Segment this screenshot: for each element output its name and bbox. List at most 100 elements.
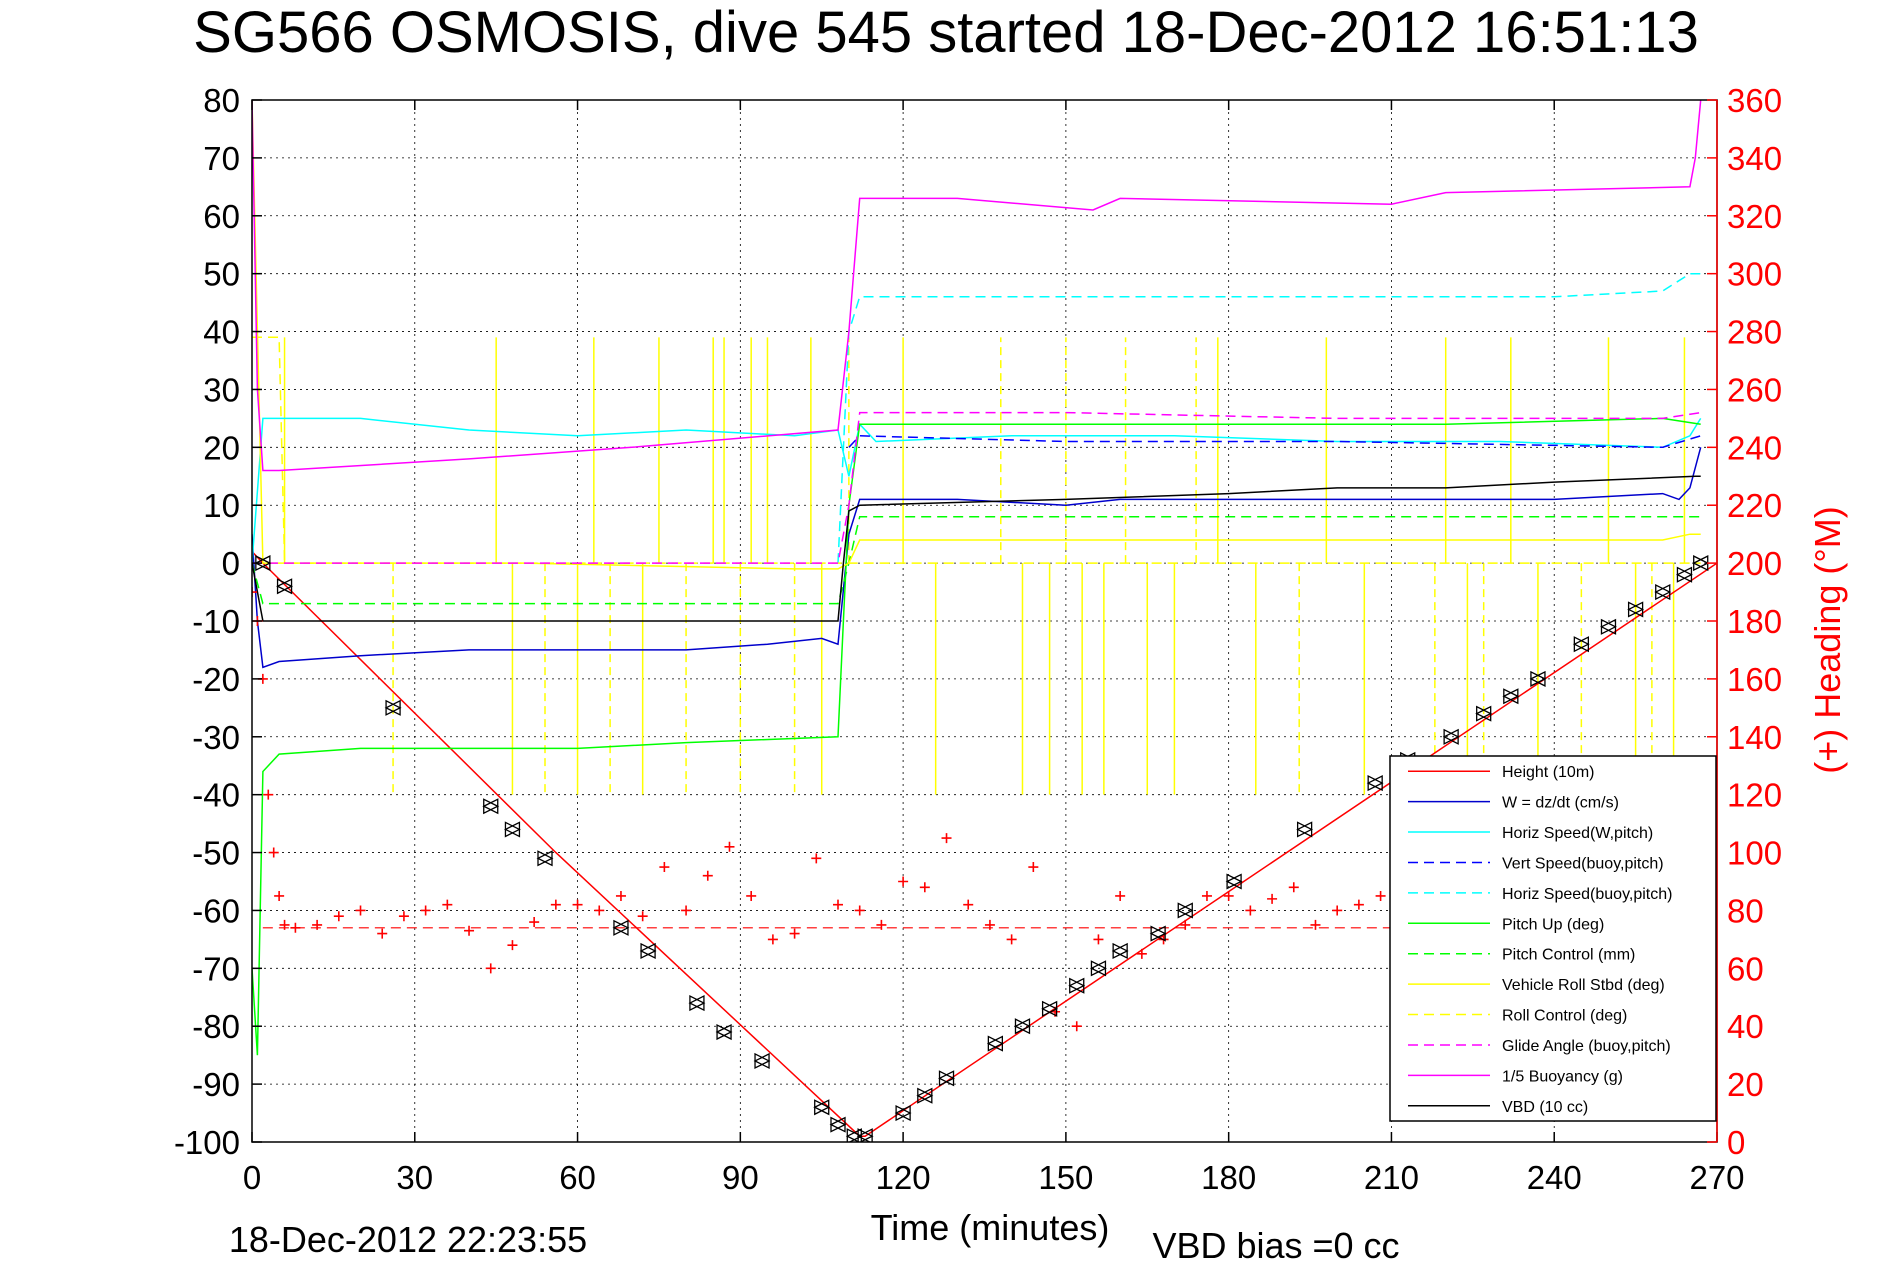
height-marker bbox=[1627, 601, 1645, 618]
series-line-3 bbox=[848, 435, 1701, 449]
heading-point bbox=[1375, 890, 1386, 901]
height-marker bbox=[814, 1099, 831, 1116]
height-marker bbox=[1177, 902, 1194, 919]
height-marker bbox=[1693, 555, 1710, 572]
heading-point bbox=[1267, 893, 1278, 904]
heading-point bbox=[724, 841, 735, 852]
heading-point bbox=[377, 928, 388, 939]
heading-point bbox=[941, 833, 952, 844]
height-marker bbox=[753, 1052, 770, 1070]
height-marker bbox=[1176, 902, 1193, 919]
x-tick-label: 240 bbox=[1527, 1159, 1582, 1196]
height-marker bbox=[813, 1099, 830, 1116]
heading-point bbox=[1115, 890, 1126, 901]
heading-point bbox=[1288, 882, 1299, 893]
height-marker bbox=[613, 919, 630, 936]
height-marker bbox=[385, 699, 402, 716]
height-marker bbox=[1226, 873, 1243, 890]
y-tick-label: -20 bbox=[192, 661, 240, 698]
legend-label: Roll Control (deg) bbox=[1502, 1008, 1627, 1025]
legend-label: Height (10m) bbox=[1502, 764, 1594, 781]
y-tick-label: -50 bbox=[192, 835, 240, 872]
heading-point bbox=[746, 890, 757, 901]
height-marker bbox=[1503, 688, 1520, 705]
heading-point bbox=[507, 940, 518, 951]
y-tick-label: -40 bbox=[192, 777, 240, 814]
height-marker bbox=[938, 1070, 955, 1087]
heading-point bbox=[1136, 948, 1147, 959]
series-layer bbox=[252, 100, 1717, 1142]
y-tick-label: 0 bbox=[222, 545, 240, 582]
height-marker bbox=[503, 821, 521, 838]
y-tick-label: -30 bbox=[192, 719, 240, 756]
height-marker bbox=[716, 1023, 733, 1041]
heading-point bbox=[789, 928, 800, 939]
heading-point bbox=[1201, 890, 1212, 901]
series-line-8 bbox=[252, 336, 1701, 564]
y2-tick-label: 0 bbox=[1727, 1124, 1745, 1161]
series-line-9 bbox=[252, 411, 1701, 564]
heading-point bbox=[702, 870, 713, 881]
height-marker bbox=[846, 1128, 863, 1142]
heading-point bbox=[550, 899, 561, 910]
y-tick-label: 80 bbox=[203, 82, 240, 119]
x-tick-label: 150 bbox=[1038, 1159, 1093, 1196]
height-marker bbox=[1296, 821, 1314, 838]
height-marker bbox=[917, 1087, 934, 1104]
heading-point bbox=[572, 899, 583, 910]
heading-point bbox=[420, 905, 431, 916]
legend-label: 1/5 Buoyancy (g) bbox=[1502, 1068, 1623, 1085]
height-marker bbox=[504, 821, 521, 838]
heading-point bbox=[333, 911, 344, 922]
heading-point bbox=[252, 587, 257, 598]
heading-point bbox=[659, 862, 670, 873]
heading-point bbox=[290, 922, 301, 933]
y-tick-label: 10 bbox=[203, 487, 240, 524]
y-tick-label: -90 bbox=[192, 1066, 240, 1103]
x-tick-label: 180 bbox=[1201, 1159, 1256, 1196]
height-marker bbox=[1443, 728, 1460, 745]
footer-vbd-bias: VBD bias =0 cc bbox=[1152, 1225, 1399, 1262]
heading-point bbox=[274, 890, 285, 901]
series-line-1 bbox=[252, 447, 1702, 669]
height-marker bbox=[1367, 775, 1384, 792]
heading-point bbox=[529, 917, 540, 928]
heading-point bbox=[1223, 890, 1234, 901]
series-line-11 bbox=[252, 475, 1701, 622]
heading-point bbox=[876, 919, 887, 930]
heading-point bbox=[398, 911, 409, 922]
x-tick-label: 270 bbox=[1689, 1159, 1744, 1196]
height-marker bbox=[688, 995, 705, 1012]
y2-tick-label: 180 bbox=[1727, 603, 1782, 640]
y-tick-label: -80 bbox=[192, 1008, 240, 1045]
chart-title: SG566 OSMOSIS, dive 545 started 18-Dec-2… bbox=[193, 0, 1699, 65]
height-marker bbox=[1041, 1000, 1059, 1017]
heading-point bbox=[898, 876, 909, 887]
heading-point bbox=[1093, 934, 1104, 945]
y-tick-label: -100 bbox=[174, 1124, 240, 1161]
heading-point bbox=[919, 882, 930, 893]
heading-point bbox=[1028, 862, 1039, 873]
legend-label: Glide Angle (buoy,pitch) bbox=[1502, 1038, 1671, 1055]
y-tick-label: -60 bbox=[192, 892, 240, 929]
y-tick-label: -70 bbox=[192, 950, 240, 987]
heading-point bbox=[1353, 899, 1364, 910]
series-line-4 bbox=[837, 272, 1701, 564]
height-marker bbox=[1069, 977, 1086, 994]
y2-tick-label: 240 bbox=[1727, 429, 1782, 466]
heading-point bbox=[594, 905, 605, 916]
heading-point bbox=[767, 934, 778, 945]
x-tick-label: 60 bbox=[559, 1159, 596, 1196]
x-tick-label: 0 bbox=[243, 1159, 261, 1196]
height-marker bbox=[640, 942, 657, 960]
y2-tick-label: 60 bbox=[1727, 950, 1764, 987]
heading-point bbox=[268, 847, 279, 858]
height-marker bbox=[1090, 960, 1107, 977]
heading-point bbox=[442, 899, 453, 910]
x-tick-label: 120 bbox=[876, 1159, 931, 1196]
height-marker bbox=[1111, 942, 1128, 960]
x-tick-label: 30 bbox=[396, 1159, 433, 1196]
heading-point bbox=[681, 905, 692, 916]
height-marker bbox=[482, 798, 499, 815]
